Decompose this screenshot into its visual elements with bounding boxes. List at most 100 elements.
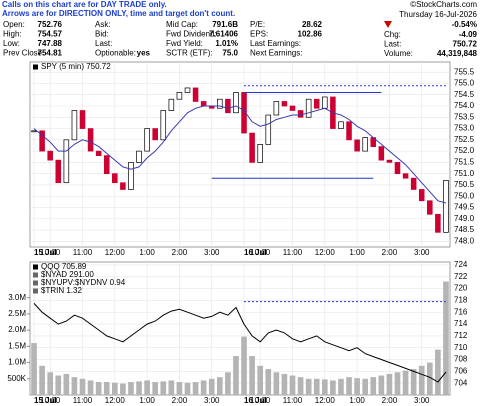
volume-bar	[233, 356, 239, 395]
x-tick-label: 10:00	[250, 248, 271, 257]
volume-bar	[435, 349, 441, 395]
volume-bar	[176, 382, 183, 395]
volume-bar	[192, 382, 199, 395]
candle	[354, 139, 360, 152]
x-tick-label: 12:00	[315, 248, 336, 257]
y2-tick-label: 1.0M	[8, 358, 26, 367]
candle	[281, 101, 288, 107]
volume-bar	[31, 343, 37, 395]
header-value: 75.0	[222, 49, 238, 58]
x-tick-label: 15 Jul	[34, 396, 57, 405]
volume-bar	[402, 370, 409, 395]
candle	[55, 159, 62, 184]
legend-swatch	[33, 64, 38, 70]
y-tick-label: 753.5	[454, 112, 475, 121]
candle	[289, 105, 296, 111]
candle	[168, 98, 175, 111]
x-tick-label: 16 Jul	[244, 396, 267, 405]
candle	[200, 101, 207, 107]
volume-bar	[103, 382, 110, 395]
volume-bar	[63, 373, 70, 395]
candle	[402, 173, 409, 179]
date: Thursday 16-Jul-2026	[399, 10, 477, 19]
candle	[265, 114, 272, 145]
candle	[112, 173, 118, 184]
header-label: Prev Close:	[3, 49, 44, 58]
volume-bar	[354, 378, 360, 395]
legend-label: SPY (5 min) 750.72	[41, 62, 111, 71]
panel-frame	[29, 61, 451, 248]
volume-bar	[426, 362, 433, 395]
candle	[322, 96, 328, 109]
header-label: Last:	[95, 39, 112, 48]
header-label: High:	[3, 30, 22, 39]
header-value: 102.86	[298, 30, 323, 39]
x-tick-label: 12:00	[105, 396, 126, 405]
y-tick-label: 748.5	[454, 225, 475, 234]
y-tick-label: 752.5	[454, 135, 475, 144]
candle	[338, 121, 344, 129]
pct-change: -0.54%	[452, 20, 477, 29]
header-label: Chg:	[384, 30, 401, 39]
x-tick-label: 11:00	[283, 396, 303, 405]
header-label: Next Earnings:	[250, 49, 302, 58]
candle	[192, 87, 199, 102]
header-label: Mid Cap:	[166, 20, 198, 29]
x-tick-label: 11:00	[283, 248, 303, 257]
note: Arrows are for DIRECTION ONLY, time and …	[2, 9, 235, 18]
candle	[103, 155, 110, 175]
header-label: Last:	[384, 40, 401, 49]
candle	[418, 189, 425, 202]
x-tick-label: 12:00	[315, 396, 336, 405]
header-label: P/E:	[250, 20, 265, 29]
x-tick-label: 10:00	[40, 248, 61, 257]
line-series	[33, 105, 447, 204]
volume-bar	[370, 377, 377, 395]
volume-bar	[87, 380, 94, 395]
candle	[39, 130, 45, 152]
volume-bar	[216, 377, 223, 395]
y-tick-label: 708	[454, 355, 468, 364]
y-tick-label: 752.0	[454, 146, 475, 155]
volume-bar	[120, 383, 126, 395]
volume-bar	[338, 378, 344, 395]
volume-bar	[378, 375, 385, 395]
y-tick-label: 749.0	[454, 214, 475, 223]
y-tick-label: 748.0	[454, 236, 475, 245]
volume-bar	[152, 382, 159, 395]
volume-bar	[386, 373, 393, 395]
volume-bar	[313, 378, 320, 395]
y-tick-label: 751.5	[454, 158, 475, 167]
legend-swatch	[33, 264, 38, 270]
header-label: EPS:	[250, 30, 268, 39]
x-tick-label: 3:00	[414, 396, 430, 405]
y-tick-label: 720	[454, 284, 468, 293]
candle	[95, 150, 102, 156]
candle	[297, 110, 304, 118]
candle	[217, 98, 223, 109]
candle	[120, 182, 126, 190]
volume-bar	[55, 375, 62, 395]
header-label: Bid:	[95, 30, 109, 39]
header-value: 44,319,848	[437, 49, 478, 58]
volume-bar	[362, 378, 369, 395]
volume-bar	[281, 373, 288, 395]
x-tick-label: 1:00	[139, 396, 155, 405]
x-tick-label: 3:00	[204, 248, 220, 257]
legend-label: QQQ 705.89	[41, 262, 87, 271]
y-tick-label: 754.0	[454, 101, 475, 110]
y-tick-label: 750.0	[454, 191, 475, 200]
x-tick-label: 15 Jul	[34, 248, 57, 257]
y2-tick-label: 1.5M	[8, 341, 26, 350]
candle	[435, 213, 441, 233]
header-value: 791.6B	[212, 20, 238, 29]
volume-bar	[128, 382, 134, 395]
candle	[386, 159, 393, 163]
volume-bar	[95, 382, 102, 395]
y-tick-label: 749.5	[454, 203, 475, 212]
volume-bar	[160, 381, 167, 395]
x-tick-label: 1:00	[349, 248, 365, 257]
candle	[305, 98, 312, 118]
x-tick-label: 1:00	[349, 396, 365, 405]
legend-label: $NYUPV:$NYDNV 0.94	[41, 278, 126, 287]
